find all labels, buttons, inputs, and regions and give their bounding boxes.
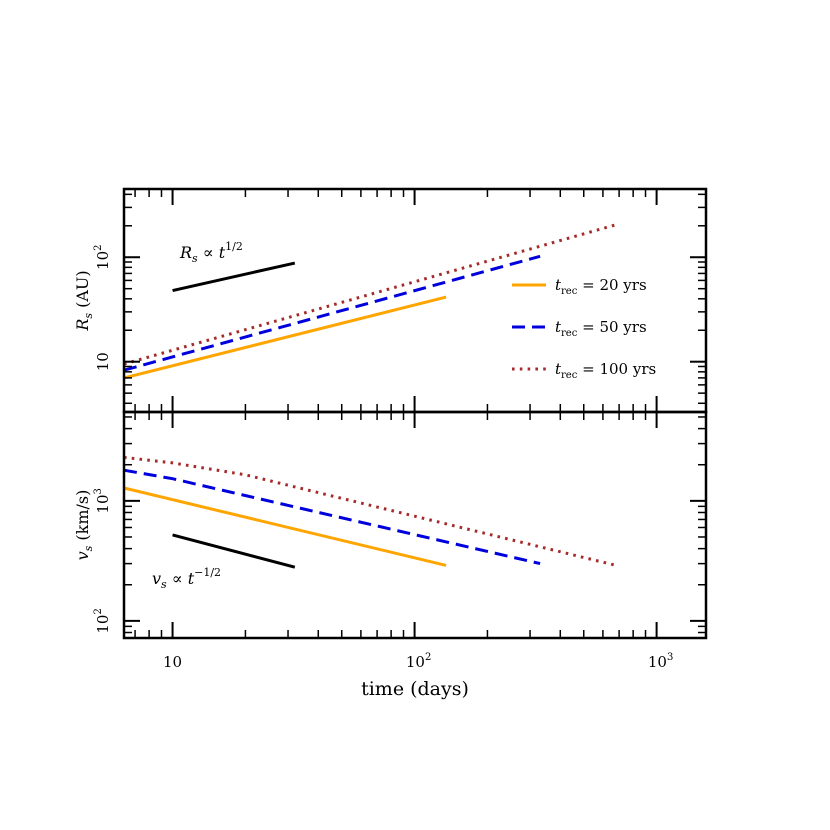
legend-label-t100: trec = 100 yrs xyxy=(555,360,656,381)
x-tick-label: 10 xyxy=(163,653,182,671)
ticks-layer xyxy=(124,189,706,638)
y-tick-label: 102 xyxy=(93,245,112,270)
x-tick-label: 103 xyxy=(648,652,673,671)
scaling-line-radius xyxy=(172,261,296,292)
y-axis-label-velocity: vs (km/s) xyxy=(73,490,95,561)
series-line-t50-radius xyxy=(123,254,541,372)
y-tick-label: 102 xyxy=(93,608,112,633)
x-tick-label: 102 xyxy=(406,652,431,671)
series-line-t100-velocity xyxy=(123,455,617,567)
x-axis-label: time (days) xyxy=(361,678,469,700)
scaling-line-velocity xyxy=(172,533,296,569)
legend-label-t20: trec = 20 yrs xyxy=(555,276,647,297)
scaling-annotation-velocity: vs ∝ t−1/2 xyxy=(152,566,221,591)
series-line-t20-velocity xyxy=(123,486,447,567)
panel-frame-radius xyxy=(122,187,708,414)
series-line-t20-radius xyxy=(123,295,447,380)
axes-frames xyxy=(122,187,708,640)
scaling-annotation-radius: Rs ∝ t1/2 xyxy=(179,240,243,265)
y-tick-label: 103 xyxy=(93,488,112,513)
y-axis-label-radius: Rs (AU) xyxy=(73,270,95,331)
legend-label-t50: trec = 50 yrs xyxy=(555,318,647,339)
y-tick-label: 10 xyxy=(94,352,112,371)
series-layer xyxy=(123,223,617,569)
series-line-t50-velocity xyxy=(123,468,541,566)
panel-frame-velocity xyxy=(122,410,708,640)
